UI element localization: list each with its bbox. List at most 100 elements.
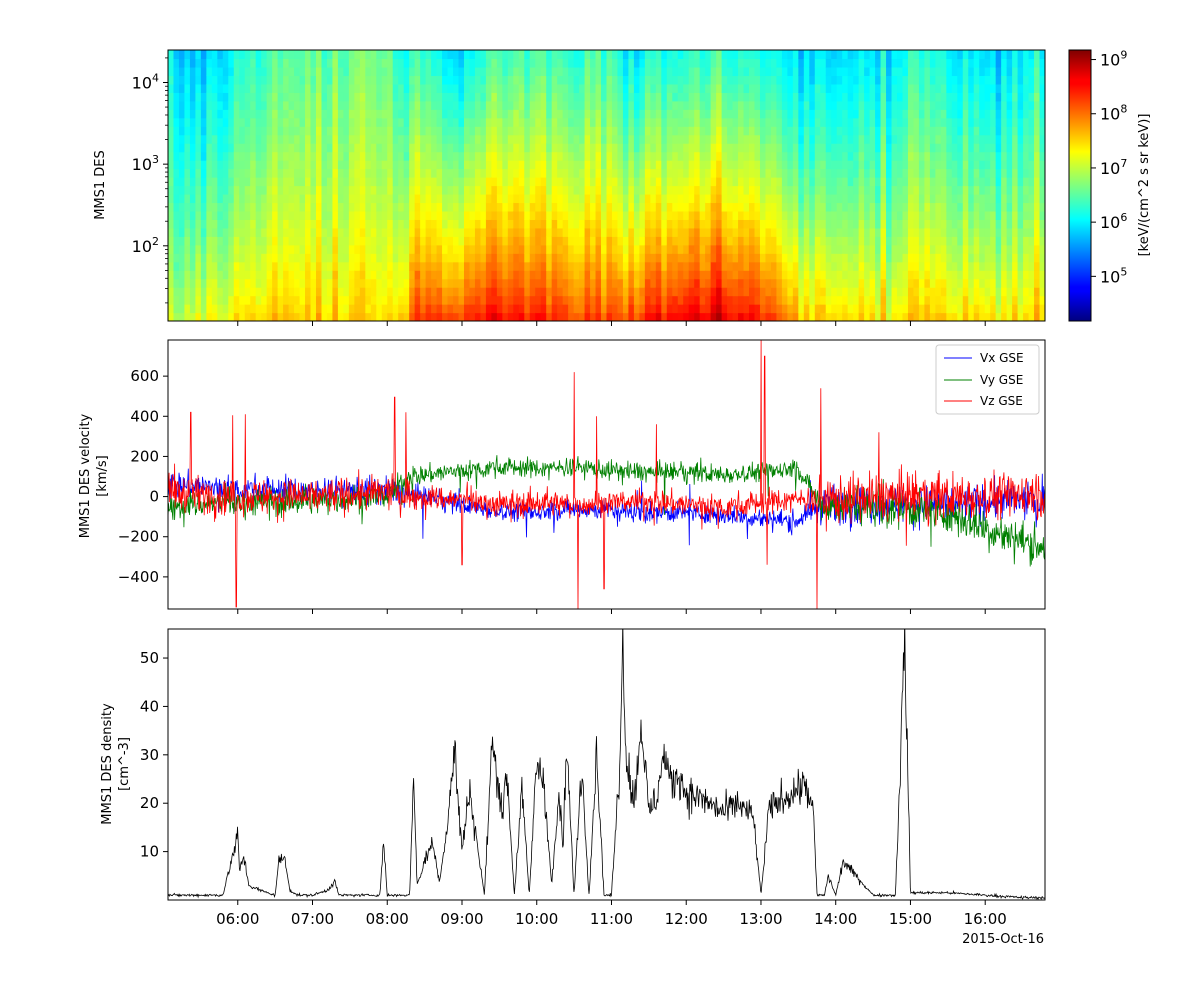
heatmap-cell	[907, 168, 915, 178]
heatmap-cell	[738, 312, 745, 321]
heatmap-cell	[206, 210, 213, 220]
heatmap-cell	[469, 109, 476, 119]
heatmap-cell	[294, 270, 301, 280]
heatmap-cell	[913, 202, 920, 212]
heatmap-cell	[266, 160, 273, 170]
heatmap-cell	[518, 117, 525, 127]
heatmap-cell	[491, 83, 498, 93]
heatmap-cell	[705, 83, 712, 93]
heatmap-cell	[447, 270, 454, 280]
heatmap-cell	[688, 134, 695, 144]
heatmap-cell	[781, 295, 788, 305]
heatmap-cell	[798, 295, 805, 305]
heatmap-cell	[897, 295, 904, 305]
heatmap-cell	[250, 278, 257, 288]
heatmap-cell	[365, 117, 372, 127]
heatmap-cell	[425, 193, 432, 204]
heatmap-cell	[513, 304, 520, 314]
heatmap-cell	[343, 134, 350, 144]
heatmap-cell	[672, 244, 679, 254]
heatmap-cell	[951, 83, 958, 93]
heatmap-cell	[376, 219, 383, 229]
heatmap-cell	[891, 100, 898, 110]
heatmap-cell	[677, 151, 684, 161]
heatmap-cell	[990, 253, 997, 263]
heatmap-cell	[365, 253, 372, 263]
heatmap-cell	[551, 304, 558, 314]
heatmap-cell	[195, 160, 202, 170]
heatmap-cell	[365, 227, 372, 237]
heatmap-cell	[535, 66, 542, 77]
heatmap-cell	[968, 202, 975, 212]
heatmap-cell	[979, 177, 986, 187]
heatmap-cell	[935, 160, 942, 170]
heatmap-cell	[672, 75, 679, 85]
heatmap-cell	[573, 261, 580, 271]
heatmap-cell	[294, 287, 301, 297]
heatmap-cell	[211, 177, 218, 187]
heatmap-cell	[579, 66, 586, 77]
heatmap-cell	[688, 75, 695, 85]
heatmap-cell	[491, 270, 498, 280]
heatmap-cell	[842, 100, 849, 110]
heatmap-cell	[633, 168, 640, 178]
heatmap-cell	[562, 134, 569, 144]
heatmap-cell	[233, 58, 240, 68]
heatmap-cell	[688, 109, 695, 119]
heatmap-cell	[447, 295, 454, 305]
heatmap-cell	[677, 202, 684, 212]
heatmap-cell	[496, 236, 503, 246]
heatmap-cell	[233, 134, 240, 144]
heatmap-cell	[474, 287, 482, 297]
heatmap-cell	[425, 117, 432, 127]
heatmap-cell	[880, 134, 887, 144]
heatmap-cell	[458, 193, 465, 204]
heatmap-cell	[935, 185, 942, 195]
heatmap-cell	[239, 210, 246, 220]
heatmap-cell	[661, 185, 668, 195]
heatmap-cell	[617, 227, 624, 237]
heatmap-cell	[968, 66, 975, 77]
heatmap-cell	[913, 295, 920, 305]
heatmap-cell	[705, 270, 712, 280]
heatmap-cell	[595, 244, 602, 254]
heatmap-cell	[853, 261, 860, 271]
heatmap-cell	[518, 50, 525, 60]
heatmap-cell	[222, 168, 229, 178]
heatmap-cell	[233, 202, 240, 212]
heatmap-cell	[781, 287, 788, 297]
heatmap-cell	[299, 160, 306, 170]
heatmap-cell	[568, 185, 575, 195]
heatmap-cell	[639, 261, 646, 271]
heatmap-cell	[847, 244, 854, 254]
heatmap-cell	[787, 83, 794, 93]
heatmap-cell	[770, 244, 778, 254]
heatmap-cell	[502, 134, 509, 144]
heatmap-cell	[524, 92, 531, 102]
heatmap-cell	[710, 244, 717, 254]
heatmap-cell	[546, 126, 553, 136]
heatmap-cell	[513, 177, 520, 187]
heatmap-cell	[683, 202, 690, 212]
heatmap-cell	[447, 160, 454, 170]
heatmap-cell	[398, 50, 405, 60]
heatmap-cell	[792, 304, 799, 314]
heatmap-cell	[305, 75, 312, 85]
heatmap-cell	[283, 287, 290, 297]
heatmap-cell	[847, 210, 854, 220]
heatmap-cell	[869, 109, 876, 119]
heatmap-cell	[743, 50, 750, 60]
heatmap-cell	[398, 219, 405, 229]
heatmap-cell	[529, 126, 536, 136]
heatmap-cell	[337, 304, 344, 314]
heatmap-cell	[178, 126, 186, 136]
heatmap-cell	[573, 312, 580, 321]
heatmap-cell	[189, 160, 197, 170]
heatmap-cell	[803, 143, 810, 153]
heatmap-cell	[266, 253, 273, 263]
heatmap-cell	[414, 50, 421, 60]
heatmap-cell	[891, 134, 898, 144]
heatmap-cell	[178, 100, 186, 110]
heatmap-cell	[721, 109, 728, 119]
heatmap-cell	[354, 160, 361, 170]
